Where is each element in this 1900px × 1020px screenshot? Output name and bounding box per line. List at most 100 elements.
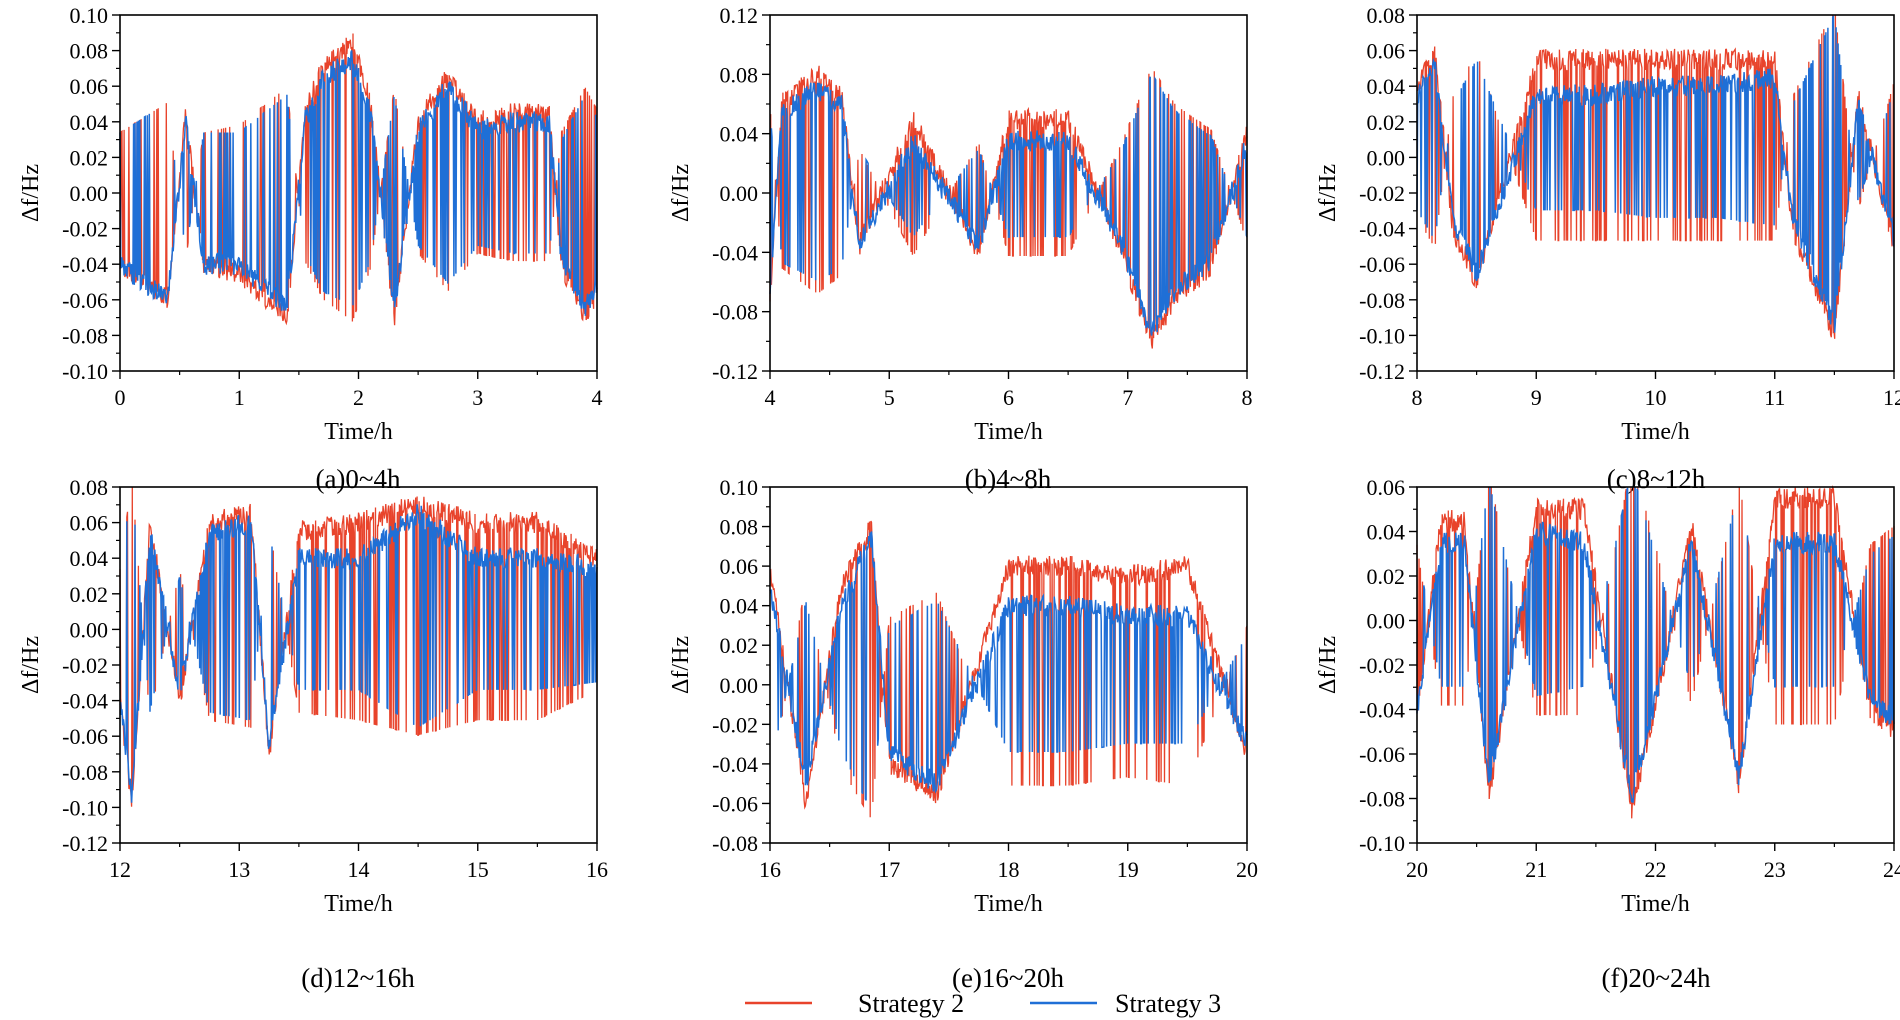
y-axis-title: Δf/Hz [18, 164, 44, 222]
y-tick-label: -0.08 [62, 323, 108, 348]
y-tick-label: -0.08 [1359, 288, 1405, 313]
panel-caption: (c)8~12h [1607, 464, 1706, 494]
panel-caption: (e)16~20h [952, 963, 1065, 993]
y-tick-label: 0.02 [70, 582, 109, 607]
y-tick-label: -0.08 [1359, 787, 1405, 812]
y-tick-label: 0.02 [70, 145, 109, 170]
legend-label-strategy-3: Strategy 3 [1115, 989, 1221, 1018]
y-tick-label: -0.10 [1359, 323, 1405, 348]
x-tick-label: 2 [353, 385, 364, 410]
y-tick-label: 0.00 [70, 181, 109, 206]
series-line-strategy-2 [769, 65, 1248, 349]
x-tick-label: 16 [586, 857, 608, 882]
panel-caption: (f)20~24h [1601, 963, 1711, 993]
x-tick-label: 5 [884, 385, 895, 410]
y-tick-label: 0.02 [720, 633, 759, 658]
x-tick-label: 16 [759, 857, 781, 882]
x-tick-label: 8 [1412, 385, 1423, 410]
x-tick-label: 20 [1406, 857, 1428, 882]
y-tick-label: -0.02 [62, 653, 108, 678]
panel-caption: (a)0~4h [315, 464, 401, 494]
y-tick-label: -0.04 [1359, 698, 1405, 723]
y-tick-label: 0.02 [1367, 110, 1406, 135]
y-tick-label: -0.04 [712, 752, 758, 777]
y-tick-label: 0.04 [720, 594, 759, 619]
x-axis-title: Time/h [1621, 419, 1689, 445]
y-tick-label: -0.02 [712, 712, 758, 737]
x-tick-label: 15 [467, 857, 489, 882]
panel-c: -0.12 -0.10 -0.08 -0.06 -0.04 -0.02 0.00 0.02 0.… [1315, 3, 1900, 494]
y-tick-label: 0.12 [720, 3, 759, 28]
y-axis-title: Δf/Hz [668, 636, 694, 694]
y-tick-label: 0.00 [70, 617, 109, 642]
y-tick-label: -0.06 [1359, 742, 1405, 767]
series-line-strategy-3 [769, 531, 1248, 801]
x-tick-label: 11 [1764, 385, 1785, 410]
x-tick-label: 4 [592, 385, 603, 410]
x-tick-label: 24 [1883, 857, 1900, 882]
y-tick-label: 0.00 [1367, 145, 1406, 170]
panel-e: -0.08 -0.06 -0.04 -0.02 0.00 0.02 0.04 0.06 0.08… [668, 475, 1258, 993]
y-tick-label: 0.04 [720, 122, 759, 147]
y-tick-label: 0.00 [720, 673, 759, 698]
x-tick-label: 22 [1645, 857, 1667, 882]
y-tick-label: 0.08 [1367, 3, 1406, 28]
series-line-strategy-3 [119, 50, 598, 316]
legend: Strategy 2 Strategy 3 [745, 989, 1221, 1018]
y-tick-label: 0.08 [720, 515, 759, 540]
panels: -0.10 -0.08 -0.06 -0.04 -0.02 0.00 0.02 0.04 0.0… [18, 3, 1900, 993]
y-tick-label: -0.04 [1359, 217, 1405, 242]
y-tick-label: 0.08 [70, 39, 109, 64]
x-tick-label: 3 [472, 385, 483, 410]
y-tick-label: 0.08 [70, 475, 109, 500]
y-tick-label: -0.06 [712, 791, 758, 816]
x-tick-label: 1 [234, 385, 245, 410]
x-tick-label: 8 [1242, 385, 1253, 410]
y-tick-label: -0.12 [62, 831, 108, 856]
x-axis-title: Time/h [974, 891, 1042, 917]
x-tick-label: 23 [1764, 857, 1786, 882]
x-axis-title: Time/h [324, 419, 392, 445]
y-tick-label: -0.08 [712, 300, 758, 325]
y-tick-label: -0.02 [62, 217, 108, 242]
y-tick-label: -0.06 [62, 288, 108, 313]
x-tick-label: 12 [1883, 385, 1900, 410]
y-tick-label: 0.10 [70, 3, 109, 28]
y-axis-title: Δf/Hz [18, 636, 44, 694]
y-tick-label: -0.02 [1359, 653, 1405, 678]
y-tick-label: 0.00 [1367, 609, 1406, 634]
x-tick-label: 9 [1531, 385, 1542, 410]
x-tick-label: 14 [348, 857, 370, 882]
panel-caption: (b)4~8h [965, 464, 1052, 494]
y-tick-label: -0.10 [62, 359, 108, 384]
x-tick-label: 12 [109, 857, 131, 882]
y-axis-title: Δf/Hz [1315, 164, 1341, 222]
y-tick-label: 0.00 [720, 181, 759, 206]
x-axis-title: Time/h [974, 419, 1042, 445]
panel-d: -0.12 -0.10 -0.08 -0.06 -0.04 -0.02 0.00 0.02 0.… [18, 475, 608, 993]
series-line-strategy-2 [119, 486, 598, 807]
x-tick-label: 10 [1645, 385, 1667, 410]
x-axis-title: Time/h [324, 891, 392, 917]
y-tick-label: -0.08 [62, 760, 108, 785]
y-tick-label: -0.10 [1359, 831, 1405, 856]
y-tick-label: 0.08 [720, 62, 759, 87]
x-tick-label: 18 [998, 857, 1020, 882]
x-tick-label: 7 [1122, 385, 1133, 410]
y-tick-label: -0.06 [62, 724, 108, 749]
y-tick-label: -0.12 [712, 359, 758, 384]
y-tick-label: 0.06 [70, 511, 109, 536]
y-tick-label: 0.02 [1367, 564, 1406, 589]
y-tick-label: 0.04 [70, 110, 109, 135]
y-tick-label: -0.06 [1359, 252, 1405, 277]
y-tick-label: 0.06 [70, 74, 109, 99]
x-tick-label: 20 [1236, 857, 1258, 882]
x-axis-title: Time/h [1621, 891, 1689, 917]
series-line-strategy-3 [119, 504, 598, 803]
series-line-strategy-3 [1416, 15, 1895, 333]
x-tick-label: 19 [1117, 857, 1139, 882]
series-line-strategy-2 [769, 520, 1248, 818]
panel-caption: (d)12~16h [301, 963, 415, 993]
x-tick-label: 17 [878, 857, 900, 882]
